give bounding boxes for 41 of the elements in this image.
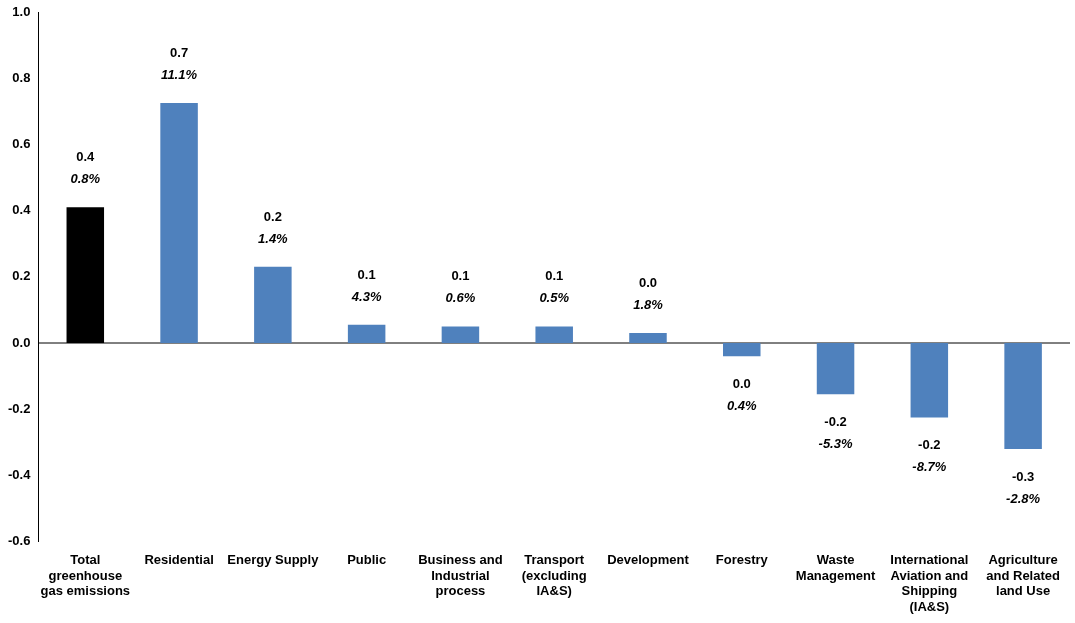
- data-label: -0.3 -2.8%: [1006, 468, 1041, 506]
- bar: [1004, 343, 1042, 449]
- x-tick-label: Waste Management: [795, 551, 876, 583]
- bar: [910, 343, 949, 418]
- bar: [816, 343, 855, 395]
- y-tick-label: 1.0: [12, 3, 31, 19]
- x-tick-label: Forestry: [715, 551, 769, 567]
- y-tick-label: 0.6: [12, 135, 31, 151]
- x-tick-label: Energy Supply: [227, 551, 320, 567]
- y-tick-label: -0.4: [7, 466, 32, 482]
- data-label: -0.2 -5.3%: [818, 414, 853, 452]
- x-tick-label: Total greenhouse gas emissions: [40, 551, 131, 599]
- y-tick-label: -0.6: [7, 533, 31, 549]
- x-tick-label: Public: [347, 551, 387, 567]
- data-label: -0.2 -8.7%: [912, 437, 947, 475]
- y-tick-label: 0.2: [12, 268, 31, 284]
- bar: [254, 266, 292, 343]
- bar: [441, 326, 480, 343]
- bar: [723, 343, 761, 357]
- data-label: 0.4 0.8%: [70, 149, 101, 187]
- bar: [535, 326, 573, 343]
- bar: [347, 324, 386, 343]
- data-label: 0.0 0.4%: [726, 376, 758, 414]
- bar: [160, 103, 198, 343]
- bar: [629, 333, 667, 343]
- x-tick-label: Agriculture and Related land Use: [986, 551, 1061, 599]
- data-label: 0.1 4.3%: [350, 266, 382, 304]
- data-label: 0.1 0.6%: [445, 268, 476, 306]
- x-tick-label: Transport (excluding IA&S): [521, 551, 587, 599]
- x-tick-label: International Aviation and Shipping (IA&S): [890, 551, 969, 614]
- y-tick-label: 0.0: [12, 334, 31, 350]
- data-label: 0.7 11.1%: [161, 45, 198, 83]
- data-label: 0.2 1.4%: [258, 208, 289, 246]
- data-label: 0.0 1.8%: [633, 275, 664, 313]
- x-tick-label: Residential: [144, 551, 214, 567]
- y-tick-label: -0.2: [7, 400, 31, 416]
- y-tick-label: 0.4: [12, 202, 32, 218]
- y-tick-label: 0.8: [12, 69, 31, 85]
- data-label: 0.1 0.5%: [539, 268, 570, 306]
- x-tick-label: Business and Industrial process: [418, 551, 503, 599]
- x-tick-label: Development: [607, 551, 690, 567]
